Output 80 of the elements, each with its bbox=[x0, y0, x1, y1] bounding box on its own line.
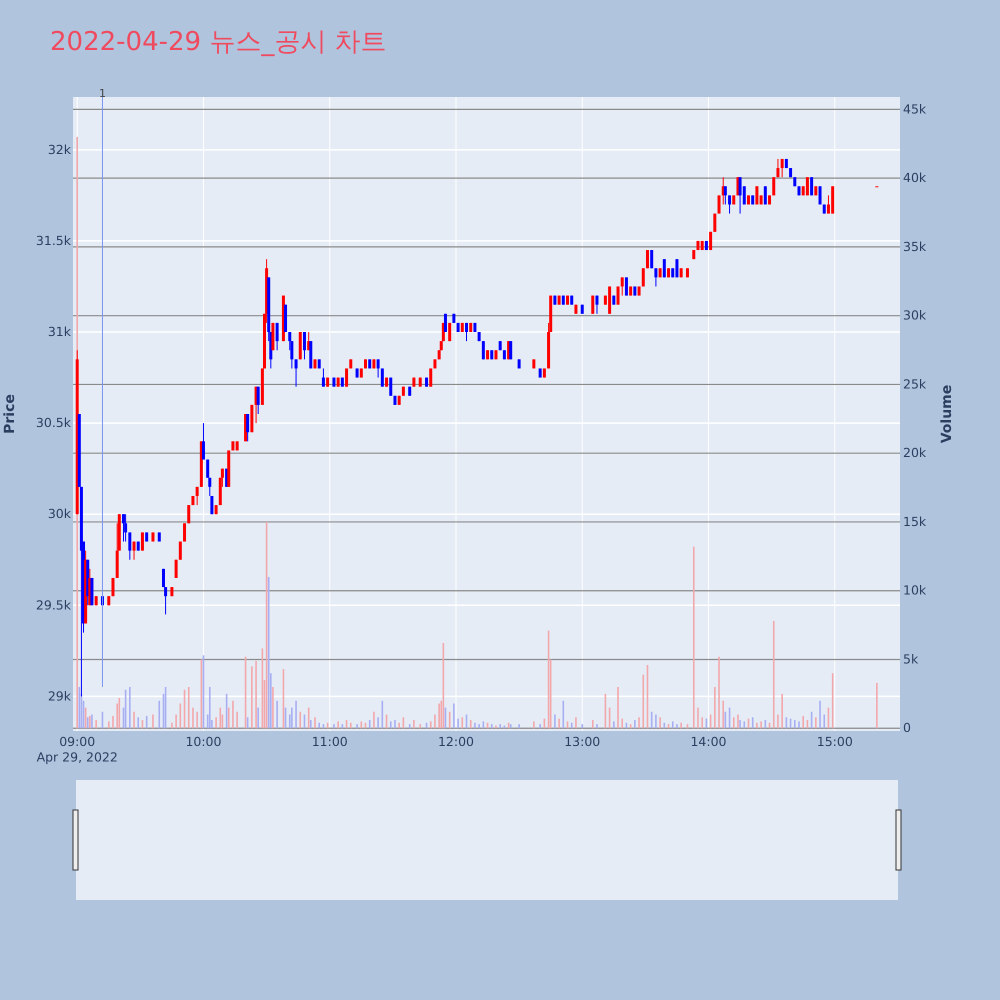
candlestick bbox=[595, 295, 598, 314]
x-tick-label: 13:00 bbox=[564, 734, 600, 749]
x-tick-label: 14:00 bbox=[690, 734, 727, 749]
y2-tick-label: 30k bbox=[903, 308, 927, 323]
y2-tick-label: 45k bbox=[903, 101, 927, 116]
y-tick-label: 29.5k bbox=[36, 597, 72, 612]
candlestick bbox=[675, 258, 678, 278]
x-tick-label: 15:00 bbox=[816, 734, 853, 749]
candlestick bbox=[654, 268, 658, 287]
candlestick bbox=[509, 340, 512, 360]
candlestick bbox=[810, 176, 814, 196]
y2-tick-label: 40k bbox=[903, 170, 927, 186]
y-axis-title: Price bbox=[2, 394, 18, 434]
candlestick bbox=[107, 596, 110, 606]
candlestick bbox=[490, 350, 494, 360]
candlestick bbox=[620, 276, 624, 296]
candlestick bbox=[780, 158, 784, 178]
y2-tick-label: 0 bbox=[903, 720, 911, 736]
y-tick-label: 29k bbox=[48, 688, 72, 704]
candlestick bbox=[662, 258, 666, 278]
candlestick bbox=[389, 377, 392, 396]
candlestick bbox=[724, 186, 727, 205]
chart-title: 2022-04-29 뉴스_공시 차트 bbox=[50, 27, 387, 57]
candlestick bbox=[402, 386, 405, 396]
candlestick bbox=[646, 250, 649, 269]
candlestick bbox=[187, 504, 190, 524]
y2-tick-label: 15k bbox=[903, 514, 927, 529]
candlestick bbox=[210, 495, 214, 515]
candlestick bbox=[124, 514, 128, 542]
candlestick bbox=[764, 186, 767, 205]
candlestick bbox=[772, 176, 776, 196]
candlestick bbox=[580, 304, 584, 314]
y-tick-label: 30.5k bbox=[36, 415, 72, 430]
x-tick-label: 11:00 bbox=[312, 734, 348, 749]
y2-tick-label: 35k bbox=[903, 238, 927, 254]
candlestick bbox=[482, 340, 485, 360]
x-tick-label: 12:00 bbox=[438, 734, 474, 749]
candlestick bbox=[642, 268, 645, 287]
candlestick bbox=[122, 514, 126, 542]
candlestick bbox=[486, 350, 490, 360]
candlestick bbox=[376, 358, 380, 378]
candlestick bbox=[591, 295, 594, 314]
ref-line-label: 1 bbox=[98, 87, 106, 100]
candlestick bbox=[728, 194, 732, 214]
candlestick bbox=[322, 368, 325, 388]
candlestick bbox=[494, 350, 498, 360]
candlestick bbox=[196, 486, 199, 506]
candlestick bbox=[302, 332, 306, 360]
y-tick-label: 30k bbox=[48, 506, 72, 522]
candlestick bbox=[650, 250, 654, 269]
y2-tick-label: 10k bbox=[903, 582, 927, 598]
candlestick bbox=[738, 176, 742, 214]
candlestick bbox=[256, 386, 260, 414]
y2-tick-label: 5k bbox=[903, 651, 919, 666]
candlestick bbox=[806, 176, 809, 196]
candlestick bbox=[502, 350, 506, 360]
candlestick bbox=[818, 186, 822, 205]
candlestick bbox=[128, 532, 132, 560]
candlestick bbox=[713, 213, 716, 232]
candlestick bbox=[132, 541, 136, 560]
candlestick bbox=[174, 559, 178, 578]
y2-tick-label: 25k bbox=[903, 376, 927, 392]
y2-axis-title: Volume bbox=[939, 384, 955, 444]
candlestick bbox=[755, 186, 758, 205]
y2-tick-label: 20k bbox=[903, 445, 927, 460]
y-tick-label: 32k bbox=[48, 142, 72, 157]
candlestick bbox=[776, 158, 780, 178]
candlestick bbox=[793, 176, 796, 187]
candlestick bbox=[202, 422, 205, 460]
candlestick bbox=[408, 386, 412, 396]
candlestick bbox=[94, 596, 98, 606]
x-tick-label: 10:00 bbox=[185, 734, 222, 749]
x-tick-label: 09:00 Apr 29, 2022 bbox=[36, 734, 118, 765]
candlestick bbox=[465, 322, 468, 342]
candlestick bbox=[178, 541, 182, 560]
candlestick bbox=[294, 358, 298, 388]
y-tick-label: 31.5k bbox=[36, 232, 72, 248]
candlestick bbox=[276, 322, 279, 351]
candlestick bbox=[574, 304, 578, 314]
y-tick-label: 31k bbox=[48, 324, 72, 340]
